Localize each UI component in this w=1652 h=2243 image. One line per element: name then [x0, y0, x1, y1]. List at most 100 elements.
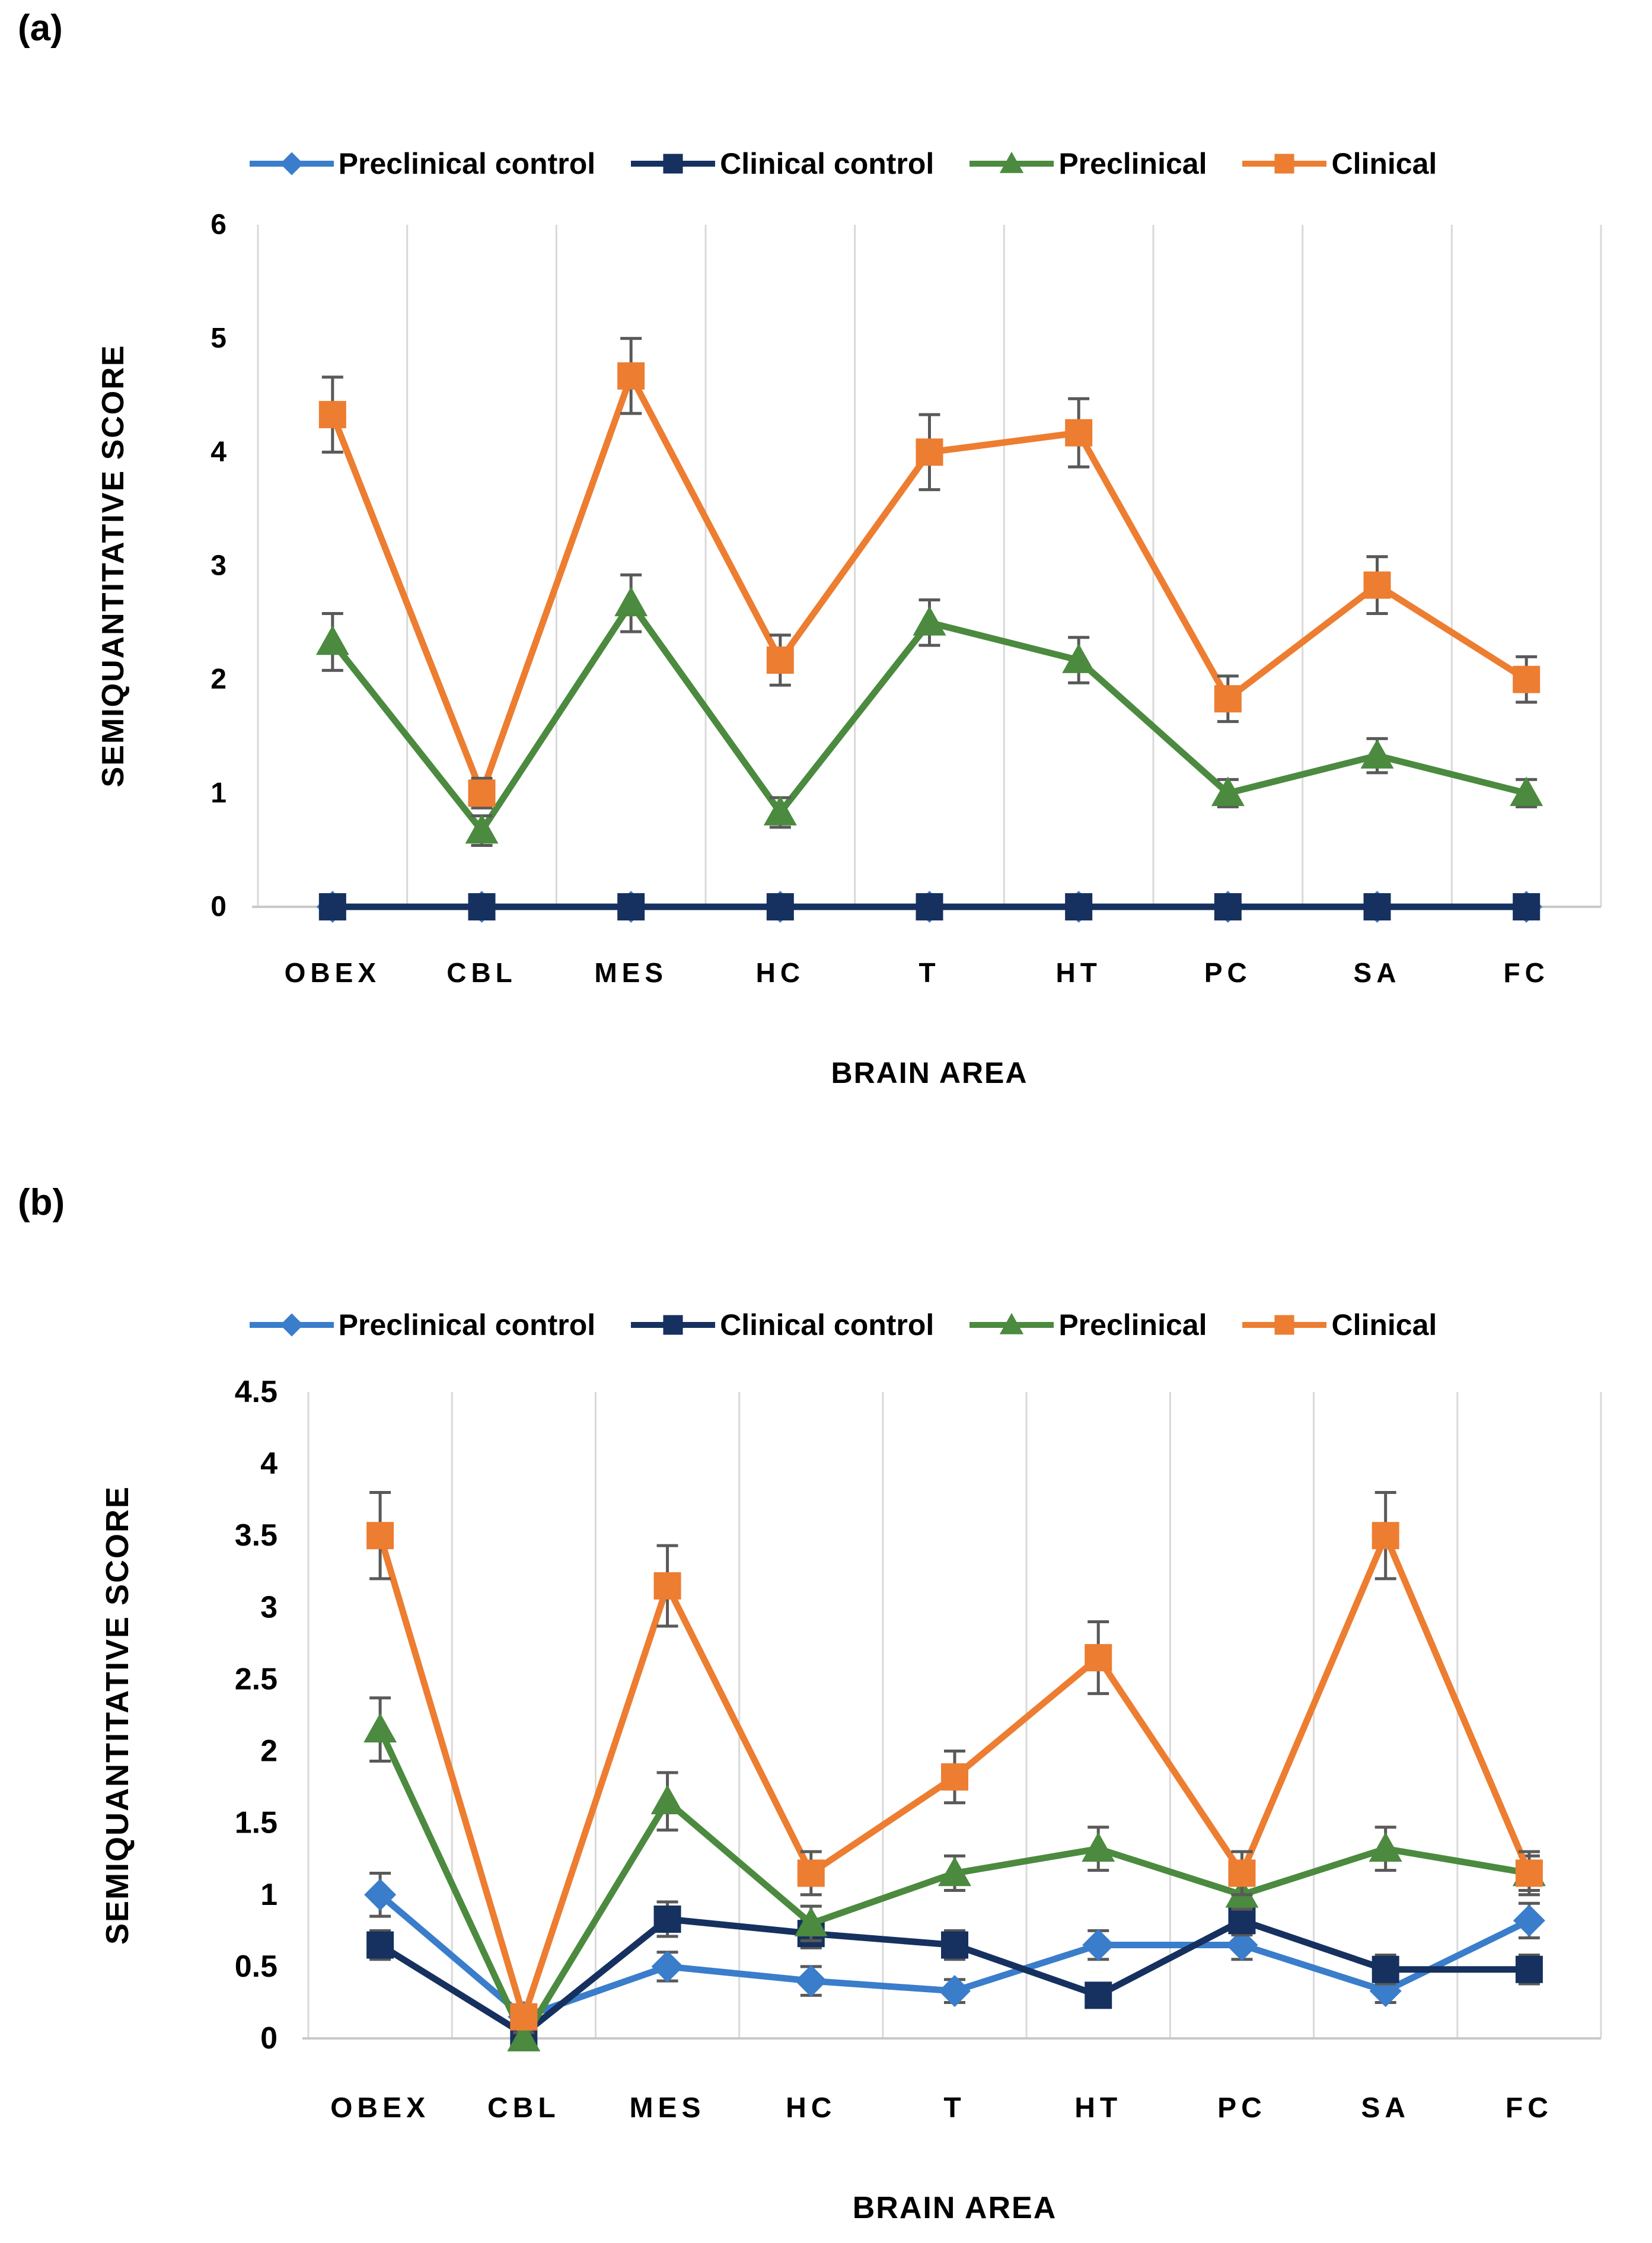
triangle-marker-icon [614, 587, 648, 617]
square-marker-icon [1363, 571, 1391, 599]
legend-label-clinical-control: Clinical control [720, 1308, 935, 1342]
y-tick-label: 0 [211, 891, 227, 923]
legend-item-clinical: Clinical [1240, 1307, 1437, 1343]
x-tick-label: SA [1354, 957, 1401, 988]
y-tick-label: 3.5 [235, 1518, 278, 1553]
chart-b-plot: 0 0.5 1 1.5 2 2.5 3 3.5 4 4.5 SEMIQUANTITATIVE SCO… [100, 1375, 1602, 2225]
triangle-marker-icon [363, 1713, 397, 1743]
y-tick-label: 1 [260, 1878, 278, 1912]
y-axis-title: SEMIQUANTITATIVE SCORE [96, 345, 130, 788]
diamond-marker-icon [1226, 1929, 1258, 1961]
y-tick-label: 4 [211, 437, 227, 468]
square-marker-icon [1513, 665, 1541, 693]
legend-label-clinical: Clinical [1331, 1308, 1437, 1342]
x-tick-label: FC [1506, 2092, 1553, 2124]
x-tick-label: T [943, 2092, 965, 2124]
square-marker-icon [663, 1315, 683, 1335]
triangle-marker-icon [1000, 1312, 1024, 1334]
chart-a-plot: 0 1 2 3 4 5 6 SEMIQUANTITATIVE SCORE OBEX CBL MES H… [96, 209, 1602, 1089]
legend-label-preclinical: Preclinical [1058, 147, 1207, 180]
y-tick-label: 5 [211, 323, 227, 354]
y-tick-label: 2.5 [235, 1662, 278, 1696]
triangle-marker-icon [794, 1907, 828, 1937]
x-tick-label: HC [786, 2092, 836, 2124]
preclinical-control-marker-icon [249, 152, 334, 176]
y-tick-label: 1.5 [235, 1806, 278, 1840]
panel-a-label: (a) [18, 8, 63, 49]
clinical-control-marker-icon [631, 1315, 716, 1335]
square-marker-icon [916, 893, 943, 920]
x-tick-label: T [919, 957, 940, 988]
legend-item-clinical: Clinical [1240, 145, 1437, 182]
legend-item-preclinical: Preclinical [967, 1307, 1207, 1343]
chart-b: Preclinical control Clinical control Precl… [71, 1296, 1613, 2243]
clinical-marker-icon [1242, 1315, 1327, 1335]
triangle-marker-icon [507, 2022, 541, 2051]
y-tick-label: 6 [211, 209, 227, 241]
square-marker-icon [318, 893, 346, 920]
legend-label-clinical-control: Clinical control [720, 147, 935, 180]
square-marker-icon [617, 362, 645, 390]
square-marker-icon [653, 1572, 681, 1600]
square-marker-icon [1515, 1859, 1543, 1887]
series-clinical [318, 337, 1541, 810]
square-marker-icon [1228, 1907, 1256, 1935]
clinical-marker-icon [1242, 154, 1327, 174]
square-marker-icon [1065, 893, 1093, 920]
diamond-marker-icon [1513, 1904, 1545, 1937]
series-clinical-control [366, 1900, 1543, 2048]
y-tick-label: 0.5 [235, 1949, 278, 1984]
x-tick-label: FC [1504, 957, 1549, 988]
series-preclinical [315, 573, 1543, 847]
triangle-marker-icon [1082, 1832, 1115, 1862]
square-marker-icon [653, 1905, 681, 1933]
y-tick-label: 1 [211, 778, 227, 809]
square-marker-icon [1363, 893, 1391, 920]
square-marker-icon [941, 1931, 968, 1959]
square-marker-icon [1513, 893, 1541, 920]
preclinical-marker-icon [969, 1312, 1054, 1334]
triangle-marker-icon [763, 795, 797, 826]
series-clinical [366, 1491, 1543, 2031]
diamond-marker-icon [280, 1313, 304, 1337]
legend-label-preclinical-control: Preclinical control [338, 1308, 596, 1342]
square-marker-icon [797, 1859, 825, 1887]
square-marker-icon [318, 401, 346, 429]
x-tick-label: PC [1204, 957, 1252, 988]
square-marker-icon [617, 893, 645, 920]
legend-item-clinical-control: Clinical control [629, 145, 934, 182]
square-marker-icon [1372, 1522, 1399, 1550]
series-preclinical [363, 1696, 1546, 2051]
square-marker-icon [766, 893, 794, 920]
square-marker-icon [1085, 1981, 1112, 2009]
x-tick-label: OBEX [330, 2092, 430, 2124]
x-axis-title: BRAIN AREA [853, 2191, 1057, 2225]
gridlines [257, 225, 1602, 907]
x-tick-label: HT [1056, 957, 1102, 988]
triangle-marker-icon [1510, 776, 1543, 807]
square-marker-icon [1274, 1315, 1295, 1335]
diamond-marker-icon [939, 1975, 971, 2008]
x-tick-label: HT [1074, 2092, 1122, 2124]
panel-b-label: (b) [18, 1182, 65, 1223]
triangle-marker-icon [650, 1785, 684, 1815]
y-tick-label: 0 [260, 2021, 278, 2056]
chart-a: Preclinical control Clinical control Precl… [71, 135, 1613, 1117]
square-marker-icon [366, 1931, 394, 1959]
triangle-marker-icon [938, 1856, 971, 1887]
square-marker-icon [510, 2003, 538, 2031]
preclinical-control-marker-icon [249, 1313, 334, 1337]
diamond-marker-icon [651, 1950, 684, 1983]
chart-a-legend: Preclinical control Clinical control Precl… [71, 135, 1613, 192]
triangle-marker-icon [1211, 776, 1245, 807]
square-marker-icon [1085, 1644, 1112, 1672]
legend-item-preclinical-control: Preclinical control [247, 145, 595, 182]
square-marker-icon [468, 893, 496, 920]
y-tick-label: 4 [260, 1447, 278, 1481]
legend-item-preclinical-control: Preclinical control [247, 1307, 595, 1343]
x-axis-title: BRAIN AREA [831, 1056, 1028, 1089]
diamond-marker-icon [795, 1965, 827, 1997]
y-tick-label: 4.5 [235, 1375, 278, 1409]
x-tick-label: CBL [487, 2092, 560, 2124]
